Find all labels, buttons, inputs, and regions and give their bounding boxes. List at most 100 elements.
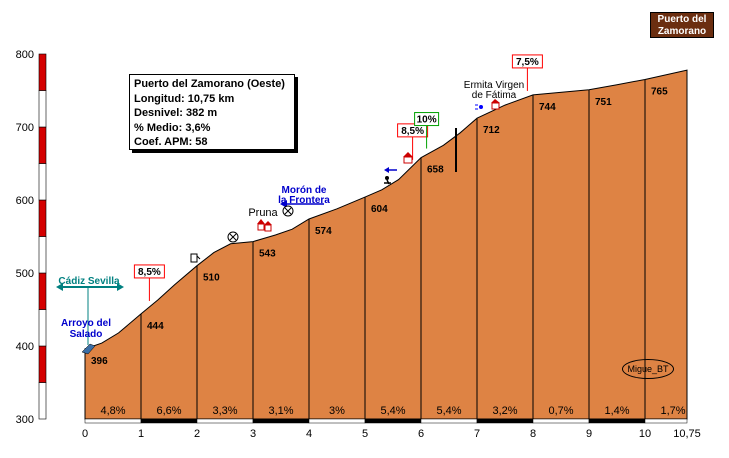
axis-ticks: 300 400 500 600 700 800 0 1 2 3 4 5 6 7 8 9 10 10,75 — [16, 49, 701, 440]
moron-label-line1: Morón de — [282, 185, 327, 196]
altitude-label: 658 — [427, 165, 444, 176]
profile-area-fill — [84, 69, 688, 420]
y-tick-label: 600 — [16, 195, 34, 207]
climb-average-gradient: % Medio: 3,6% — [134, 121, 211, 134]
km-strip-segment — [140, 418, 198, 424]
axis-bar-segment — [38, 272, 47, 310]
x-tick-label: 10 — [639, 428, 651, 440]
km-strip-segment — [196, 418, 254, 424]
profile-area — [84, 69, 688, 424]
km-strip-segment — [364, 418, 422, 424]
x-tick-label: 4 — [306, 428, 312, 440]
x-tick-label: 3 — [250, 428, 256, 440]
max-gradient-label: 8,5% — [401, 126, 424, 137]
x-tick-label: 8 — [530, 428, 536, 440]
annotations: Cádiz Sevilla Arroyo del Salado Pruna Mo… — [56, 80, 524, 355]
segment-gradient-label: 3% — [329, 405, 345, 417]
axis-bar-segment — [38, 199, 47, 237]
altitude-label: 712 — [483, 125, 500, 136]
km-strip-segment — [84, 418, 142, 424]
segment-gradient-label: 4,8% — [100, 405, 125, 417]
x-tick-label: 10,75 — [673, 428, 701, 440]
altitude-label: 604 — [371, 204, 388, 215]
axis-bar-segment — [38, 345, 47, 383]
max-gradient-label: 8,5% — [138, 267, 161, 278]
x-tick-label: 5 — [362, 428, 368, 440]
segment-gradient-label: 5,4% — [436, 405, 461, 417]
climb-elevation-gain: Desnivel: 382 m — [134, 107, 218, 119]
arrow-left-icon — [280, 200, 287, 208]
segment-gradient-label: 0,7% — [548, 405, 573, 417]
km-strip-segment — [252, 418, 310, 424]
x-tick-label: 6 — [418, 428, 424, 440]
climb-name: Puerto del Zamorano (Oeste) — [134, 78, 285, 90]
altitude-label: 574 — [315, 226, 332, 237]
x-tick-label: 7 — [474, 428, 480, 440]
km-strip-segment — [308, 418, 366, 424]
segment-gradient-label: 3,1% — [268, 405, 293, 417]
x-tick-label: 1 — [138, 428, 144, 440]
y-tick-label: 500 — [16, 268, 34, 280]
arrow-left-icon — [56, 283, 63, 291]
max-gradient-label: 7,5% — [516, 57, 539, 68]
arroyo-label-line2: Salado — [70, 329, 103, 340]
chapel-icon — [491, 99, 500, 110]
segment-gradient-label: 1,7% — [660, 405, 685, 417]
segment-gradient-label: 6,6% — [156, 405, 181, 417]
ermita-label-line1: Ermita Virgen — [464, 80, 524, 91]
axis-bar-segment — [38, 90, 47, 128]
pruna-label: Pruna — [248, 207, 278, 219]
summit-label-line3: 778 m — [667, 38, 697, 49]
max-gradient-label: 10% — [417, 115, 437, 126]
segment-gradient-label: 3,3% — [212, 405, 237, 417]
segment-gradient-label: 3,2% — [492, 405, 517, 417]
axis-bar-segment — [38, 53, 47, 91]
altitude-label: 543 — [259, 249, 276, 260]
y-tick-label: 700 — [16, 122, 34, 134]
axis-bar-segment — [38, 163, 47, 201]
bridge-icon — [81, 343, 96, 355]
gradient-labels: 4,8% 6,6% 3,3% 3,1% 3% 5,4% 5,4% 3,2% 0,7% 1,4% 1,… — [100, 54, 686, 417]
moron-label-line2: la Frontera — [278, 195, 330, 206]
climb-apm-coefficient: Coef. APM: 58 — [134, 136, 208, 148]
axis-bar-segment — [38, 309, 47, 347]
altitude-label: 396 — [91, 356, 108, 367]
author-signature: Migue_BT — [622, 359, 674, 379]
x-tick-label: 2 — [194, 428, 200, 440]
km-strip-segment — [532, 418, 590, 424]
km-strip-segment — [588, 418, 646, 424]
summit-label-line1: Puerto del — [657, 14, 707, 25]
arroyo-label-line1: Arroyo del — [61, 318, 111, 329]
fountain-icon — [475, 104, 483, 110]
fuel-icon — [190, 253, 201, 263]
km-strip-segment — [420, 418, 478, 424]
x-tick-label: 9 — [586, 428, 592, 440]
house-icon — [403, 152, 413, 164]
town-icon — [257, 219, 272, 232]
segment-gradient-label: 1,4% — [604, 405, 629, 417]
junction-icon — [227, 231, 239, 243]
y-tick-label: 300 — [16, 414, 34, 426]
axis-bar-segment — [38, 126, 47, 164]
summit-label-line2: Zamorano — [657, 26, 707, 37]
arrow-left-icon — [384, 167, 389, 173]
km-strip-segment — [476, 418, 534, 424]
x-tick-label: 0 — [82, 428, 88, 440]
y-tick-label: 400 — [16, 341, 34, 353]
altitude-label: 444 — [147, 321, 164, 332]
chart-labels: 396 444 510 543 574 604 658 712 744 751 765 — [91, 87, 668, 367]
axis-bar-segment — [38, 382, 47, 420]
junction-icon — [282, 205, 294, 217]
km-strip-segment — [644, 418, 688, 424]
y-tick-label: 800 — [16, 49, 34, 61]
climb-length: Longitud: 10,75 km — [134, 92, 235, 105]
max-gradient-box — [511, 54, 543, 69]
ermita-label-line2: de Fátima — [472, 90, 517, 101]
arrow-right-icon — [117, 283, 124, 291]
climb-info-box: Puerto del Zamorano (Oeste) Longitud: 10… — [129, 74, 295, 150]
segment-gradient-label: 5,4% — [380, 405, 405, 417]
cyclist-icon — [384, 176, 391, 185]
y-axis-bar — [38, 53, 47, 420]
axis-bar-segment — [38, 236, 47, 274]
